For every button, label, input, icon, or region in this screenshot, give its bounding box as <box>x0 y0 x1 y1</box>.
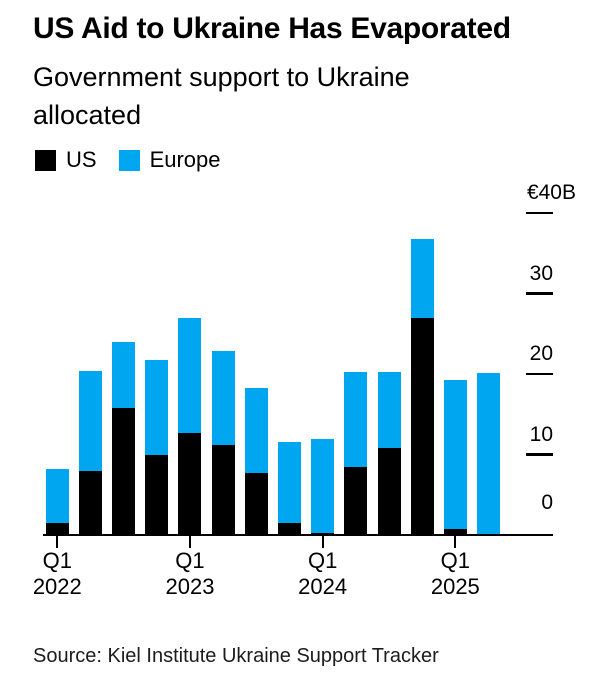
bar-europe-q4-2023 <box>277 442 301 523</box>
x-tick-label-2022: Q1 2022 <box>7 548 107 600</box>
bar-us-q3-2022 <box>112 407 136 535</box>
x-tick-2022 <box>56 536 59 548</box>
bar-us-q3-2023 <box>244 473 268 535</box>
x-tick-2023 <box>188 536 191 548</box>
bar-europe-q4-2022 <box>145 359 169 456</box>
bar-europe-q2-2025 <box>477 373 500 535</box>
legend-label-us: US <box>66 147 97 172</box>
y-tick-label-10: 10 <box>529 422 553 446</box>
bar-europe-q1-2025 <box>443 380 467 529</box>
bar-us-q2-2024 <box>344 467 368 535</box>
bar-europe-q4-2024 <box>410 238 434 318</box>
y-tick-label-20: 20 <box>529 342 553 365</box>
bar-us-q3-2024 <box>377 448 401 535</box>
bar-us-q1-2022 <box>45 522 69 535</box>
legend: US Europe <box>35 147 221 173</box>
legend-item-us: US <box>35 147 97 173</box>
legend-swatch-europe-icon <box>118 149 140 171</box>
y-tick-dash-20 <box>526 372 553 376</box>
x-tick-label-quarter: Q1 <box>307 548 338 573</box>
bar-europe-q3-2022 <box>112 341 136 408</box>
bar-us-q4-2024 <box>410 317 434 535</box>
bar-europe-q1-2024 <box>311 439 335 533</box>
bar-europe-q2-2024 <box>344 371 368 468</box>
bar-europe-q1-2023 <box>178 318 202 433</box>
y-tick-label-40: €40B <box>526 181 576 204</box>
x-tick-label-quarter: Q1 <box>440 548 470 573</box>
bar-europe-q2-2022 <box>78 370 102 471</box>
bar-us-q2-2023 <box>211 444 235 535</box>
bar-us-q4-2022 <box>145 455 169 535</box>
legend-swatch-us-icon <box>35 149 56 171</box>
bar-europe-q3-2023 <box>244 387 268 473</box>
y-tick-label-0: 0 <box>541 491 553 514</box>
y-tick-dash-30 <box>526 292 553 295</box>
y-tick-dash-40 <box>526 211 553 215</box>
y-tick-dash-10 <box>526 453 553 456</box>
x-tick-label-2023: Q1 2023 <box>140 548 240 600</box>
bar-europe-q3-2024 <box>377 371 401 449</box>
x-tick-label-year: 2023 <box>165 574 215 599</box>
chart-subtitle: Government support to Ukraine allocated <box>33 62 410 130</box>
bar-europe-q2-2023 <box>211 350 235 445</box>
x-tick-label-year: 2025 <box>430 574 480 599</box>
source-note: Source: Kiel Institute Ukraine Support T… <box>33 645 439 667</box>
bar-europe-q1-2022 <box>45 468 69 523</box>
bar-us-q2-2022 <box>78 470 102 535</box>
x-tick-label-quarter: Q1 <box>42 548 72 573</box>
bar-us-q4-2023 <box>277 522 301 535</box>
x-tick-2025 <box>454 536 457 548</box>
x-axis-line <box>43 533 553 537</box>
legend-item-europe: Europe <box>118 147 221 173</box>
page-title: US Aid to Ukraine Has Evaporated <box>33 12 511 45</box>
bar-us-q1-2023 <box>178 432 202 535</box>
y-tick-label-30: 30 <box>529 261 553 285</box>
x-tick-label-2025: Q1 2025 <box>405 548 505 600</box>
x-tick-label-year: 2022 <box>32 574 82 599</box>
legend-label-europe: Europe <box>149 147 221 172</box>
x-tick-label-year: 2024 <box>298 574 348 599</box>
x-tick-2024 <box>321 536 324 548</box>
x-tick-label-quarter: Q1 <box>175 548 205 573</box>
x-tick-label-2024: Q1 2024 <box>273 548 373 600</box>
bar-us-q1-2025 <box>443 528 467 535</box>
